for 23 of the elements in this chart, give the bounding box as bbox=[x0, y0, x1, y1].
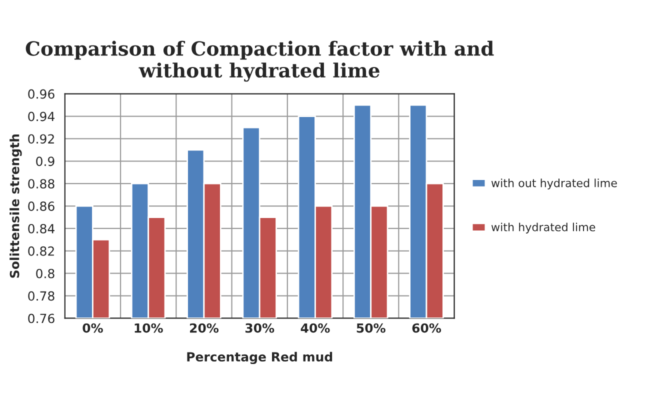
y-tick-label: 0.78 bbox=[28, 291, 54, 301]
y-tick-label: 0.9 bbox=[36, 156, 54, 166]
x-tick-label: 40% bbox=[300, 323, 330, 333]
y-tick-label: 0.8 bbox=[36, 268, 54, 278]
chart-title: Comparison of Compaction factor with and without hydrated lime bbox=[26, 40, 494, 82]
x-tick-label: 30% bbox=[245, 323, 274, 333]
y-tick-label: 0.82 bbox=[28, 246, 54, 256]
y-tick-label: 0.96 bbox=[28, 89, 54, 99]
y-tick-label: 0.88 bbox=[28, 179, 54, 189]
x-tick-label: 60% bbox=[412, 323, 442, 333]
y-tick-label: 0.94 bbox=[28, 112, 54, 122]
x-tick-label: 20% bbox=[190, 323, 219, 333]
x-tick-label: 10% bbox=[134, 323, 163, 333]
y-tick-label: 0.92 bbox=[28, 134, 54, 144]
y-tick-label: 0.84 bbox=[28, 224, 54, 234]
legend-label: with hydrated lime bbox=[491, 222, 596, 234]
x-tick-label: 50% bbox=[356, 323, 386, 333]
x-tick-label: 0% bbox=[82, 323, 103, 333]
x-axis-title: Percentage Red mud bbox=[187, 352, 332, 364]
y-axis-title: Solittensile strength bbox=[10, 134, 22, 278]
legend-label: with out hydrated lime bbox=[491, 178, 617, 190]
y-tick-label: 0.86 bbox=[28, 202, 54, 211]
y-tick-label: 0.76 bbox=[28, 314, 54, 324]
